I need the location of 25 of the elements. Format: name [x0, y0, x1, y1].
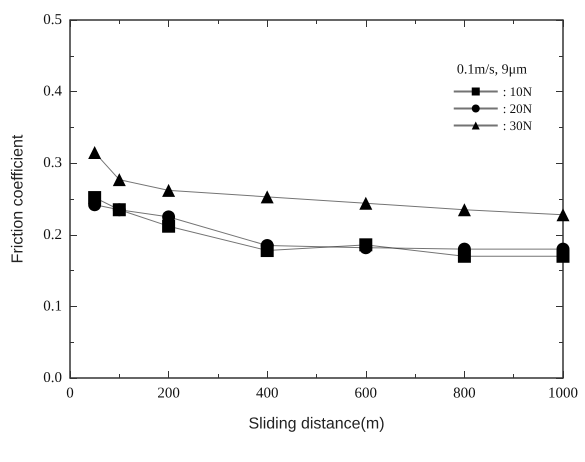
legend-label: : 30N [502, 118, 533, 133]
point [556, 208, 570, 222]
x-tick-label: 200 [157, 386, 180, 402]
point [260, 190, 274, 204]
legend-title: 0.1m/s, 9μm [456, 62, 528, 78]
legend-label: : 20N [502, 101, 533, 116]
x-axis-title: Sliding distance(m) [248, 416, 385, 432]
x-tick-label: 1000 [548, 386, 578, 402]
x-tick-label: 800 [453, 386, 476, 402]
y-tick-label: 0.2 [43, 226, 62, 243]
y-tick-label: 0.4 [43, 84, 62, 100]
y-tick-label: 0.1 [43, 298, 62, 314]
x-tick-label: 400 [256, 386, 278, 402]
point [112, 173, 126, 186]
y-tick-label: 0.5 [43, 12, 62, 28]
y-axis-title: Friction coefficient [10, 134, 26, 264]
legend-label: : 10N [502, 84, 533, 99]
point [458, 203, 471, 216]
x-tick-label: 0 [66, 386, 74, 402]
point [162, 184, 176, 197]
x-tick-label: 600 [354, 386, 378, 402]
y-tick-label: 0.3 [43, 155, 62, 172]
point [88, 146, 102, 159]
point [359, 196, 372, 210]
y-tick-label: 0.0 [43, 370, 62, 386]
